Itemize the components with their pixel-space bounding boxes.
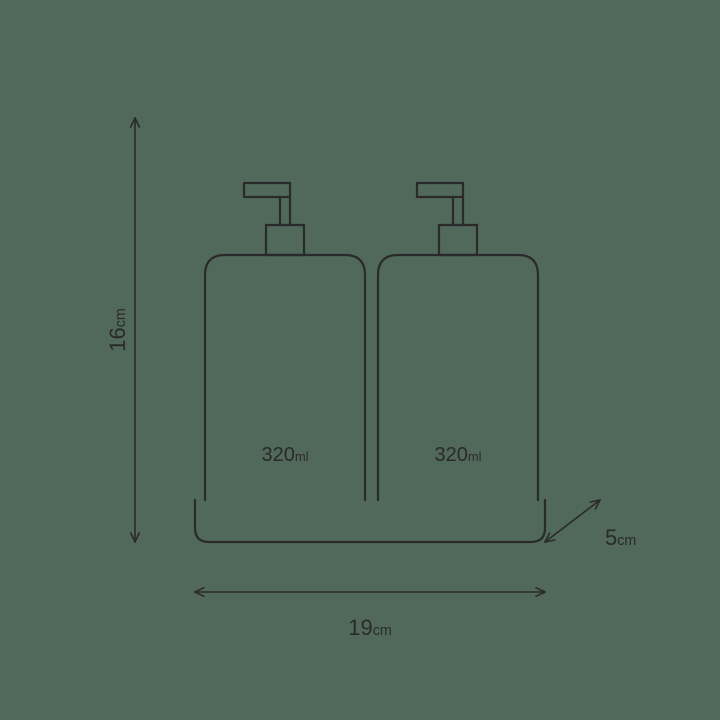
bottle-1-volume-unit: ml: [295, 449, 309, 464]
diagram-stage: 16cm 19cm 5cm 320ml 320ml: [0, 0, 720, 720]
bottle-2-volume-unit: ml: [468, 449, 482, 464]
depth-value: 5: [605, 525, 617, 550]
bottle-1-volume-label: 320ml: [261, 445, 308, 465]
depth-label: 5cm: [605, 527, 636, 549]
width-value: 19: [348, 615, 372, 640]
bottle-1-volume-value: 320: [261, 444, 294, 466]
diagram-svg: [0, 0, 720, 720]
height-value: 16: [105, 327, 130, 351]
height-unit: cm: [113, 308, 129, 327]
bottle-2-volume-value: 320: [434, 444, 467, 466]
width-label: 19cm: [348, 617, 392, 639]
height-label: 16cm: [107, 308, 129, 352]
width-unit: cm: [373, 623, 392, 639]
depth-unit: cm: [617, 533, 636, 549]
bottle-2-volume-label: 320ml: [434, 445, 481, 465]
